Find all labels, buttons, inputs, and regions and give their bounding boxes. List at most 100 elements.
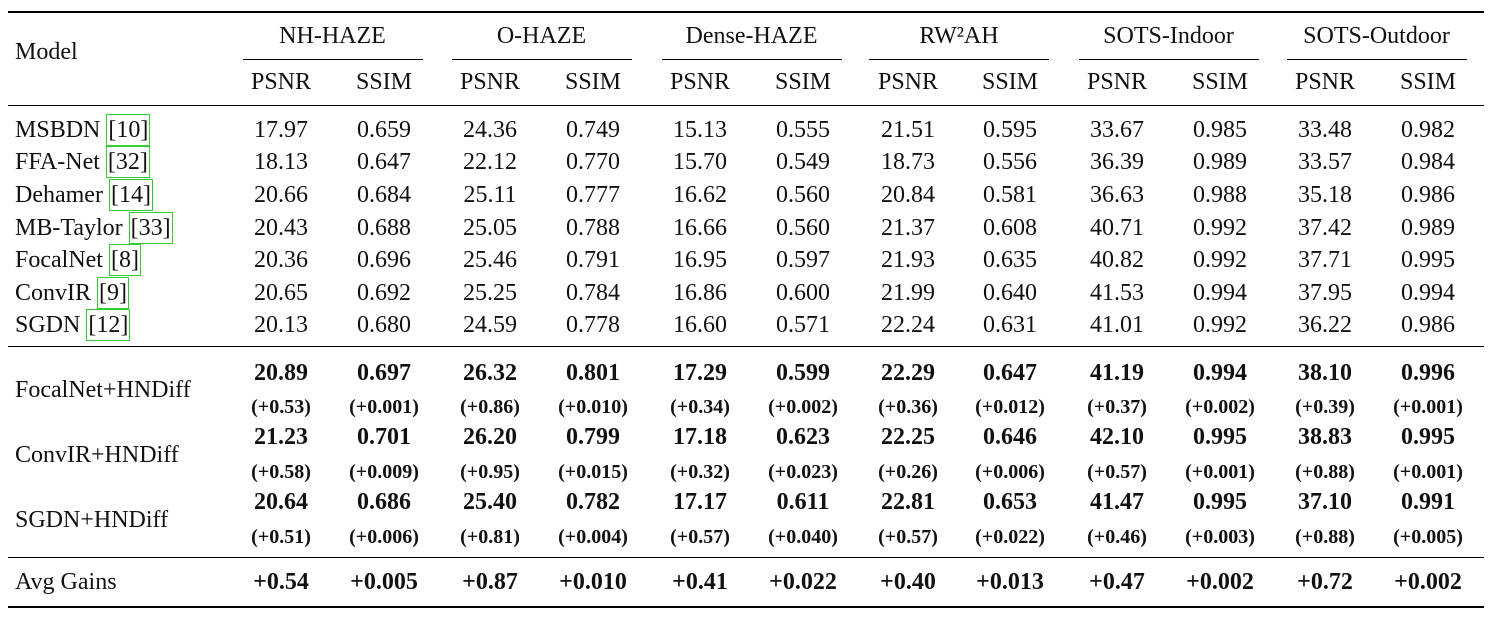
value-cell: 41.01 — [1090, 312, 1144, 338]
value-cell: 0.986 — [1401, 182, 1455, 208]
metric-header: PSNR — [459, 69, 521, 95]
value-cell: 25.25 — [463, 280, 517, 306]
value-cell: 0.791 — [566, 247, 620, 273]
gain-cell: (+0.006) — [349, 526, 419, 548]
value-cell: 0.680 — [357, 312, 411, 338]
value-cell: 37.71 — [1298, 247, 1352, 273]
value-cell: 20.65 — [254, 280, 308, 306]
value-cell: 21.51 — [881, 117, 935, 143]
value-cell: 0.995 — [1193, 489, 1247, 515]
avg-value: +0.013 — [976, 569, 1044, 595]
avg-label: Avg Gains — [15, 569, 117, 595]
gain-cell: (+0.34) — [670, 396, 730, 418]
value-cell: 0.581 — [983, 182, 1037, 208]
avg-value: +0.41 — [672, 569, 728, 595]
avg-rule — [8, 557, 1484, 558]
model-header: Model — [15, 39, 78, 65]
gain-cell: (+0.36) — [878, 396, 938, 418]
value-cell: 0.995 — [1401, 247, 1455, 273]
value-cell: 25.46 — [463, 247, 517, 273]
avg-value: +0.005 — [350, 569, 418, 595]
gain-cell: (+0.002) — [1185, 396, 1255, 418]
value-cell: 0.996 — [1401, 360, 1455, 386]
gain-cell: (+0.012) — [975, 396, 1045, 418]
value-cell: 35.18 — [1298, 182, 1352, 208]
value-cell: 22.29 — [881, 360, 935, 386]
value-cell: 0.571 — [776, 312, 830, 338]
gain-cell: (+0.53) — [251, 396, 311, 418]
value-cell: 22.81 — [881, 489, 935, 515]
value-cell: 0.989 — [1401, 215, 1455, 241]
value-cell: 0.684 — [357, 182, 411, 208]
gain-cell: (+0.26) — [878, 461, 938, 483]
avg-value: +0.54 — [253, 569, 309, 595]
gain-cell: (+0.004) — [558, 526, 628, 548]
value-cell: 0.788 — [566, 215, 620, 241]
value-cell: 38.83 — [1298, 424, 1352, 450]
metric-header: SSIM — [1399, 69, 1457, 95]
model-name: ConvIR — [15, 280, 92, 306]
gain-cell: (+0.58) — [251, 461, 311, 483]
value-cell: 0.623 — [776, 424, 830, 450]
value-cell: 0.688 — [357, 215, 411, 241]
value-cell: 0.647 — [983, 360, 1037, 386]
avg-value: +0.47 — [1089, 569, 1145, 595]
avg-value: +0.022 — [769, 569, 837, 595]
model-name: Dehamer — [15, 182, 103, 208]
value-cell: 22.12 — [463, 149, 517, 175]
value-cell: 16.95 — [673, 247, 727, 273]
value-cell: 20.13 — [254, 312, 308, 338]
gain-cell: (+0.88) — [1295, 526, 1355, 548]
gain-cell: (+0.88) — [1295, 461, 1355, 483]
metric-header: SSIM — [355, 69, 413, 95]
metric-header: SSIM — [1191, 69, 1249, 95]
group-header: O-HAZE — [496, 23, 587, 49]
value-cell: 33.48 — [1298, 117, 1352, 143]
group-rule — [869, 59, 1049, 60]
metric-header: PSNR — [1294, 69, 1356, 95]
model-name: FocalNet+HNDiff — [15, 377, 191, 403]
value-cell: 36.63 — [1090, 182, 1144, 208]
value-cell: 24.36 — [463, 117, 517, 143]
value-cell: 15.70 — [673, 149, 727, 175]
value-cell: 0.608 — [983, 215, 1037, 241]
value-cell: 24.59 — [463, 312, 517, 338]
value-cell: 41.47 — [1090, 489, 1144, 515]
value-cell: 0.782 — [566, 489, 620, 515]
gain-cell: (+0.002) — [768, 396, 838, 418]
value-cell: 18.73 — [881, 149, 935, 175]
model-name: FocalNet — [15, 247, 103, 273]
value-cell: 20.36 — [254, 247, 308, 273]
group-rule — [1078, 59, 1259, 60]
model-cell: MSBDN [10] — [15, 114, 151, 146]
value-cell: 37.42 — [1298, 215, 1352, 241]
metric-header: SSIM — [981, 69, 1039, 95]
value-cell: 17.18 — [673, 424, 727, 450]
value-cell: 16.86 — [673, 280, 727, 306]
gain-cell: (+0.006) — [975, 461, 1045, 483]
metric-header: PSNR — [877, 69, 939, 95]
gain-cell: (+0.005) — [1393, 526, 1463, 548]
value-cell: 0.777 — [566, 182, 620, 208]
value-cell: 21.99 — [881, 280, 935, 306]
value-cell: 40.82 — [1090, 247, 1144, 273]
value-cell: 0.556 — [983, 149, 1037, 175]
gain-cell: (+0.001) — [1393, 461, 1463, 483]
model-name: MSBDN — [15, 117, 101, 143]
group-header: RW²AH — [919, 23, 999, 49]
metric-header: SSIM — [774, 69, 832, 95]
value-cell: 0.640 — [983, 280, 1037, 306]
value-cell: 0.696 — [357, 247, 411, 273]
model-cell: FFA-Net [32] — [15, 146, 150, 178]
value-cell: 18.13 — [254, 149, 308, 175]
gain-cell: (+0.57) — [878, 526, 938, 548]
value-cell: 0.611 — [776, 489, 830, 515]
value-cell: 26.20 — [463, 424, 517, 450]
value-cell: 0.995 — [1193, 424, 1247, 450]
group-rule — [1286, 59, 1467, 60]
value-cell: 37.10 — [1298, 489, 1352, 515]
citation: [32] — [105, 146, 150, 178]
group-header: Dense-HAZE — [685, 23, 818, 49]
group-rule — [451, 59, 632, 60]
gain-cell: (+0.39) — [1295, 396, 1355, 418]
